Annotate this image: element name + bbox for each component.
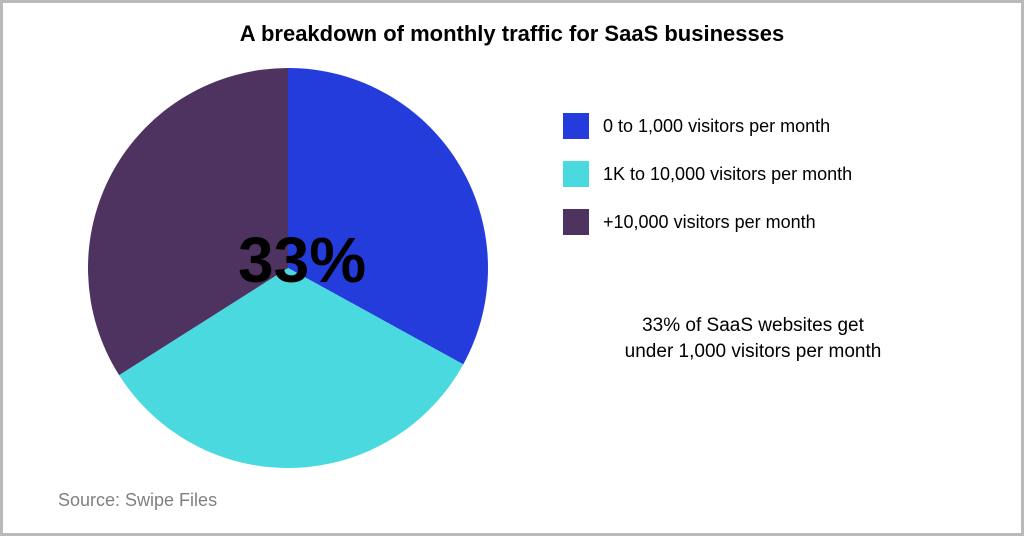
legend-label: 1K to 10,000 visitors per month bbox=[603, 164, 852, 185]
legend-swatch bbox=[563, 113, 589, 139]
caption: 33% of SaaS websites get under 1,000 vis… bbox=[593, 313, 913, 364]
pie-chart: 33% bbox=[88, 68, 488, 468]
legend-swatch bbox=[563, 161, 589, 187]
source-attribution: Source: Swipe Files bbox=[58, 490, 217, 511]
legend-item: +10,000 visitors per month bbox=[563, 209, 852, 235]
legend: 0 to 1,000 visitors per month 1K to 10,00… bbox=[563, 113, 852, 257]
chart-frame: A breakdown of monthly traffic for SaaS … bbox=[0, 0, 1024, 536]
legend-item: 1K to 10,000 visitors per month bbox=[563, 161, 852, 187]
legend-label: +10,000 visitors per month bbox=[603, 212, 816, 233]
legend-item: 0 to 1,000 visitors per month bbox=[563, 113, 852, 139]
caption-line-1: 33% of SaaS websites get bbox=[593, 313, 913, 339]
chart-title: A breakdown of monthly traffic for SaaS … bbox=[3, 21, 1021, 47]
pie-svg bbox=[88, 68, 488, 468]
legend-label: 0 to 1,000 visitors per month bbox=[603, 116, 830, 137]
caption-line-2: under 1,000 visitors per month bbox=[593, 339, 913, 365]
legend-swatch bbox=[563, 209, 589, 235]
